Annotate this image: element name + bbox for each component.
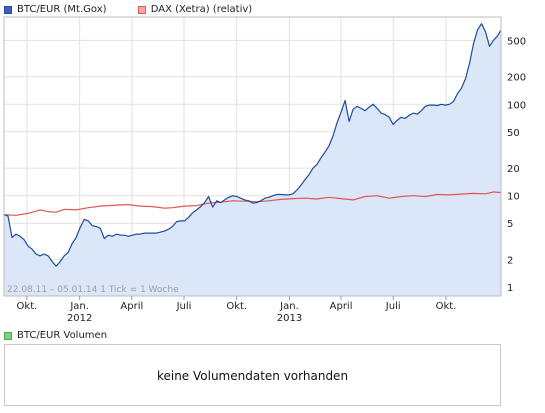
legend-label-btc: BTC/EUR (Mt.Gox) <box>17 4 107 15</box>
y-tick-label: 2 <box>507 256 513 267</box>
x-tick-year-label: 2012 <box>67 313 92 324</box>
y-tick-label: 10 <box>507 192 520 203</box>
x-tick-label: Jan. <box>69 301 89 312</box>
y-tick-label: 20 <box>507 164 520 175</box>
legend-item-dax[interactable]: DAX (Xetra) (relativ) <box>137 4 253 15</box>
y-tick-label: 50 <box>507 128 520 139</box>
volume-legend-swatch <box>4 331 12 340</box>
x-tick-label: Juli <box>385 301 401 312</box>
y-tick-label: 200 <box>507 73 526 84</box>
x-tick-label: Okt. <box>17 301 38 312</box>
btc-area-layer <box>4 23 501 296</box>
legend-label-dax: DAX (Xetra) (relativ) <box>150 4 253 15</box>
x-tick-label: Okt. <box>436 301 457 312</box>
chart-legend: BTC/EUR (Mt.Gox) DAX (Xetra) (relativ) <box>4 4 280 16</box>
y-tick-label: 500 <box>507 36 526 47</box>
volume-panel: keine Volumendaten vorhanden <box>4 344 501 406</box>
x-tick-label: Jan. <box>279 301 299 312</box>
y-tick-label: 5 <box>507 219 513 230</box>
legend-swatch-btc <box>4 5 12 14</box>
volume-empty-message: keine Volumendaten vorhanden <box>156 369 349 383</box>
volume-legend-label: BTC/EUR Volumen <box>17 330 108 341</box>
range-note: 22.08.11 – 05.01.14 1 Tick = 1 Woche <box>7 285 179 295</box>
x-tick-label: Juli <box>176 301 192 312</box>
btc-series-line <box>3 23 502 267</box>
x-tick-label: April <box>330 301 353 312</box>
series-lines <box>3 23 502 267</box>
plot-border <box>3 16 502 297</box>
btc-area <box>4 23 501 296</box>
x-tick-label: April <box>120 301 143 312</box>
volume-legend[interactable]: BTC/EUR Volumen <box>4 330 107 341</box>
legend-swatch-dax <box>137 5 146 14</box>
x-tick-label: Okt. <box>226 301 247 312</box>
y-tick-label: 1 <box>507 283 513 294</box>
y-tick-label: 100 <box>507 100 526 111</box>
x-tick-year-label: 2013 <box>277 313 302 324</box>
legend-item-btc[interactable]: BTC/EUR (Mt.Gox) <box>4 4 107 15</box>
y-axis-ticks: 1 2 5 10 20 50 100 200 500 <box>507 36 526 294</box>
